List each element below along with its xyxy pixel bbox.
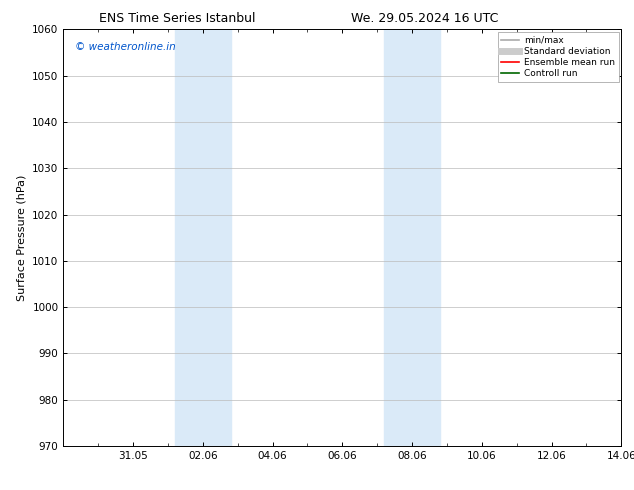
- Text: We. 29.05.2024 16 UTC: We. 29.05.2024 16 UTC: [351, 12, 498, 25]
- Text: ENS Time Series Istanbul: ENS Time Series Istanbul: [100, 12, 256, 25]
- Y-axis label: Surface Pressure (hPa): Surface Pressure (hPa): [16, 174, 27, 301]
- Bar: [384, 29, 440, 446]
- Bar: [175, 29, 231, 446]
- Legend: min/max, Standard deviation, Ensemble mean run, Controll run: min/max, Standard deviation, Ensemble me…: [498, 32, 619, 82]
- Text: © weatheronline.in: © weatheronline.in: [75, 42, 176, 52]
